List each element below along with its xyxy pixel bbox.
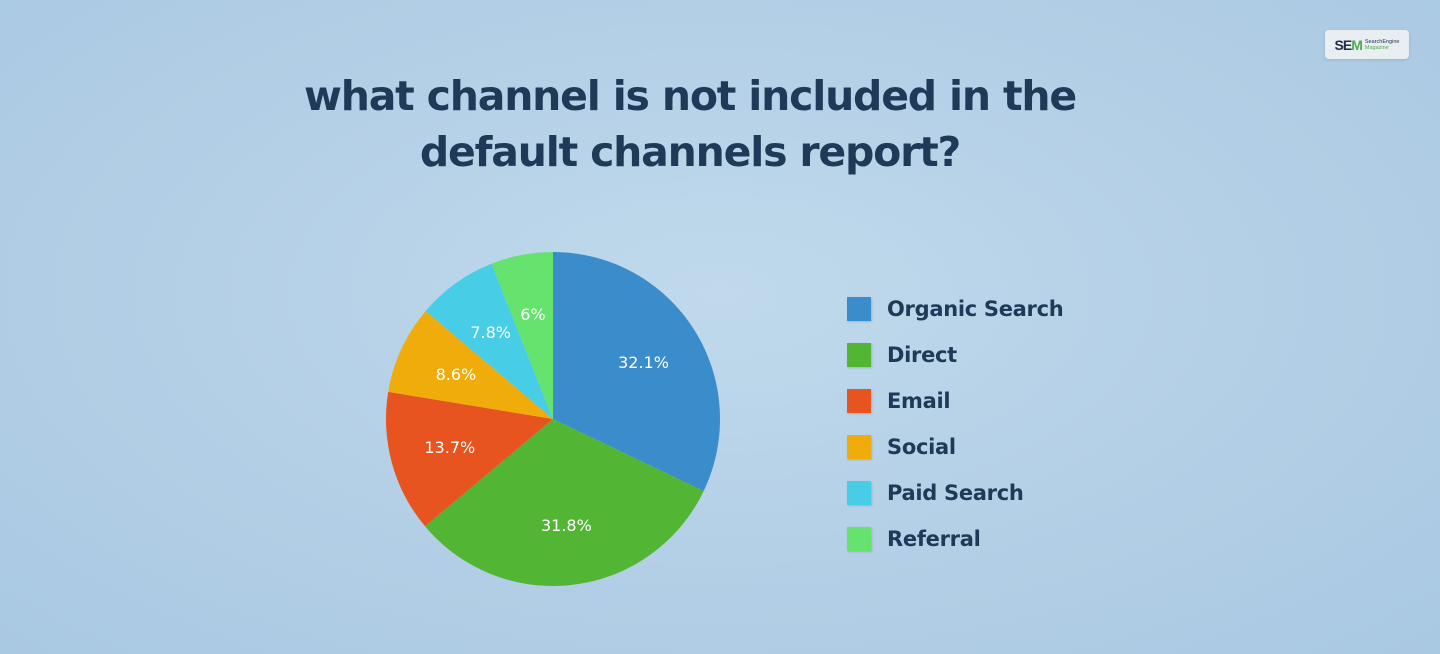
- legend-swatch: [847, 435, 871, 459]
- legend-label: Direct: [887, 343, 957, 367]
- legend-item-social: Social: [847, 424, 1063, 470]
- legend-swatch: [847, 389, 871, 413]
- legend-swatch: [847, 527, 871, 551]
- legend-swatch: [847, 343, 871, 367]
- logo-subtext: SearchEngine Magazine: [1364, 38, 1400, 51]
- pie-slice-referral: [491, 252, 553, 419]
- site-logo: SEM SearchEngine Magazine: [1325, 30, 1409, 59]
- legend-label: Social: [887, 435, 956, 459]
- legend-item-direct: Direct: [847, 332, 1063, 378]
- legend-label: Paid Search: [887, 481, 1024, 505]
- legend-label: Referral: [887, 527, 981, 551]
- legend-swatch: [847, 297, 871, 321]
- slice-label-organic-search: 32.1%: [618, 353, 669, 372]
- legend-item-organic-search: Organic Search: [847, 286, 1064, 332]
- pie-slice-social: [388, 310, 553, 419]
- pie-slice-paid-search: [425, 263, 553, 419]
- pie-slice-organic-search: [553, 252, 721, 492]
- legend-label: Email: [887, 389, 951, 413]
- chart-legend: Organic Search Direct Email Social Paid Sear…: [847, 286, 1064, 562]
- slice-label-direct: 31.8%: [541, 516, 592, 535]
- logo-wordmark: SEM: [1334, 36, 1363, 53]
- legend-label: Organic Search: [887, 297, 1064, 321]
- legend-item-referral: Referral: [847, 516, 1063, 562]
- pie-slice-direct: [424, 419, 704, 587]
- pie-slice-email: [386, 391, 553, 527]
- chart-title: what channel is not included in the defa…: [304, 72, 1077, 176]
- slice-label-paid-search: 7.8%: [470, 323, 511, 342]
- legend-item-paid-search: Paid Search: [847, 470, 1063, 516]
- slice-label-email: 13.7%: [424, 438, 475, 457]
- legend-item-email: Email: [847, 378, 1063, 424]
- legend-swatch: [847, 481, 871, 505]
- slice-label-referral: 6%: [520, 305, 545, 324]
- slice-label-social: 8.6%: [436, 365, 477, 384]
